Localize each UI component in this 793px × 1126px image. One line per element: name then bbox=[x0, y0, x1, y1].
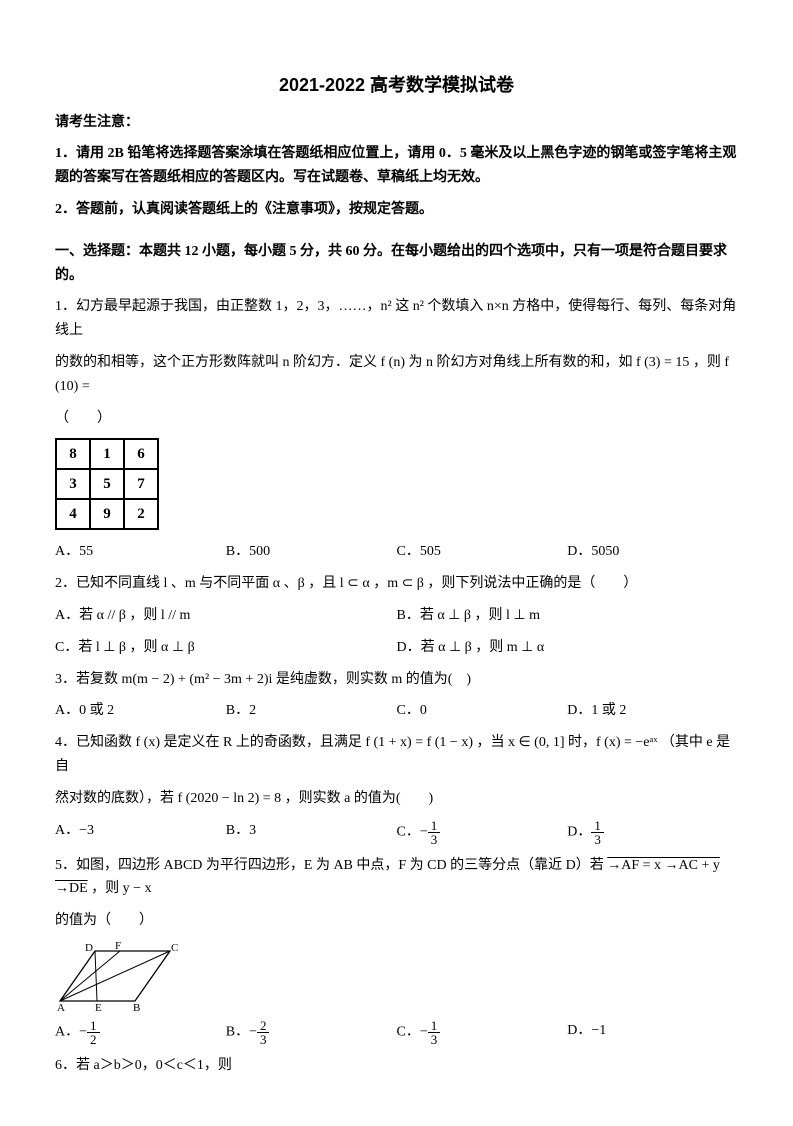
notice-line-2: 2．答题前，认真阅读答题纸上的《注意事项》，按规定答题。 bbox=[55, 198, 738, 222]
q5-opt-a-pre: A．− bbox=[55, 1025, 87, 1040]
q4-opt-c: C．−13 bbox=[397, 819, 568, 846]
q3-opt-c: C．0 bbox=[397, 699, 568, 723]
notice-line-1: 1．请用 2B 铅笔将选择题答案涂填在答题纸相应位置上，请用 0．5 毫米及以上… bbox=[55, 142, 738, 190]
q4-opt-d-pre: D． bbox=[567, 824, 591, 839]
section-1-heading: 一、选择题：本题共 12 小题，每小题 5 分，共 60 分。在每小题给出的四个… bbox=[55, 240, 738, 288]
q4-stem-1: 4．已知函数 f (x) 是定义在 R 上的奇函数，且满足 f (1 + x) … bbox=[55, 731, 738, 779]
q5-opt-a: A．−12 bbox=[55, 1019, 226, 1046]
q1-opt-c: C．505 bbox=[397, 540, 568, 564]
q5-options: A．−12 B．−23 C．−13 D．−1 bbox=[55, 1019, 738, 1046]
q2-opt-c: C．若 l ⊥ β ，则 α ⊥ β bbox=[55, 636, 397, 660]
q1-options: A．55 B．500 C．505 D．5050 bbox=[55, 540, 738, 564]
q4-opt-a: A．−3 bbox=[55, 819, 226, 846]
q4-options: A．−3 B．3 C．−13 D．13 bbox=[55, 819, 738, 846]
fraction-icon: 12 bbox=[87, 1019, 100, 1046]
q5-opt-b-pre: B．− bbox=[226, 1025, 257, 1040]
frac-num: 1 bbox=[591, 819, 604, 833]
q1-stem-2: 的数的和相等，这个正方形数阵就叫 n 阶幻方．定义 f (n) 为 n 阶幻方对… bbox=[55, 351, 738, 399]
q5-opt-c: C．−13 bbox=[397, 1019, 568, 1046]
frac-num: 1 bbox=[428, 1019, 441, 1033]
q6-stem: 6．若 a＞b＞0，0＜c＜1，则 bbox=[55, 1054, 738, 1078]
q1-stem-1: 1．幻方最早起源于我国，由正整数 1，2，3，……，n² 这 n² 个数填入 n… bbox=[55, 295, 738, 343]
q5-stem-1: 5．如图，四边形 ABCD 为平行四边形，E 为 AB 中点，F 为 CD 的三… bbox=[55, 854, 738, 902]
frac-num: 1 bbox=[428, 819, 441, 833]
notice-heading: 请考生注意： bbox=[55, 111, 738, 135]
magic-cell: 1 bbox=[90, 439, 124, 469]
q1-stem-3: （ ） bbox=[55, 407, 738, 431]
figure-label-e: E bbox=[95, 1002, 102, 1011]
q3-opt-a: A．0 或 2 bbox=[55, 699, 226, 723]
figure-label-a: A bbox=[57, 1002, 65, 1011]
q3-opt-b: B．2 bbox=[226, 699, 397, 723]
q1-opt-a: A．55 bbox=[55, 540, 226, 564]
q1-opt-a-text: 55 bbox=[79, 544, 93, 559]
magic-cell: 9 bbox=[90, 499, 124, 529]
frac-den: 3 bbox=[257, 1033, 270, 1046]
fraction-icon: 23 bbox=[257, 1019, 270, 1046]
figure-label-c: C bbox=[171, 942, 178, 954]
q2-options-row2: C．若 l ⊥ β ，则 α ⊥ β D．若 α ⊥ β ，则 m ⊥ α bbox=[55, 636, 738, 660]
magic-cell: 7 bbox=[124, 469, 158, 499]
fraction-icon: 13 bbox=[428, 819, 441, 846]
figure-label-f: F bbox=[115, 941, 121, 952]
q4-opt-c-pre: C．− bbox=[397, 824, 428, 839]
page-title: 2021-2022 高考数学模拟试卷 bbox=[55, 70, 738, 101]
q3-opt-b-text: 2 bbox=[249, 703, 256, 718]
parallelogram-figure: A B C D E F bbox=[55, 941, 185, 1011]
magic-square-table: 8 1 6 3 5 7 4 9 2 bbox=[55, 438, 159, 530]
q3-options: A．0 或 2 B．2 C．0 D．1 或 2 bbox=[55, 699, 738, 723]
q2-opt-d: D．若 α ⊥ β ，则 m ⊥ α bbox=[397, 636, 739, 660]
q4-stem-2: 然对数的底数），若 f (2020 − ln 2) = 8 ，则实数 a 的值为… bbox=[55, 787, 738, 811]
q5-opt-d: D．−1 bbox=[567, 1019, 738, 1046]
q1-opt-c-text: 505 bbox=[420, 544, 441, 559]
frac-den: 3 bbox=[428, 833, 441, 846]
q1-opt-b-text: 500 bbox=[249, 544, 270, 559]
q4-opt-d: D．13 bbox=[567, 819, 738, 846]
frac-num: 1 bbox=[87, 1019, 100, 1033]
magic-cell: 6 bbox=[124, 439, 158, 469]
q5-opt-c-pre: C．− bbox=[397, 1025, 428, 1040]
q3-opt-a-text: 0 或 2 bbox=[79, 703, 114, 718]
q5-stem-part1: 5．如图，四边形 ABCD 为平行四边形，E 为 AB 中点，F 为 CD 的三… bbox=[55, 858, 607, 873]
q3-opt-d-text: 1 或 2 bbox=[591, 703, 626, 718]
frac-den: 3 bbox=[591, 833, 604, 846]
q1-opt-b: B．500 bbox=[226, 540, 397, 564]
q5-opt-b: B．−23 bbox=[226, 1019, 397, 1046]
fraction-icon: 13 bbox=[428, 1019, 441, 1046]
q5-stem-2: 的值为（ ） bbox=[55, 909, 738, 933]
magic-cell: 2 bbox=[124, 499, 158, 529]
magic-cell: 8 bbox=[56, 439, 90, 469]
q2-options-row1: A．若 α // β ，则 l // m B．若 α ⊥ β ，则 l ⊥ m bbox=[55, 604, 738, 628]
q5-stem-part2: ，则 y − x bbox=[88, 881, 152, 896]
q2-opt-b: B．若 α ⊥ β ，则 l ⊥ m bbox=[397, 604, 739, 628]
magic-cell: 3 bbox=[56, 469, 90, 499]
magic-cell: 5 bbox=[90, 469, 124, 499]
figure-label-b: B bbox=[133, 1002, 140, 1011]
exam-page: 2021-2022 高考数学模拟试卷 请考生注意： 1．请用 2B 铅笔将选择题… bbox=[0, 0, 793, 1126]
q2-opt-a: A．若 α // β ，则 l // m bbox=[55, 604, 397, 628]
frac-num: 2 bbox=[257, 1019, 270, 1033]
q3-stem: 3．若复数 m(m − 2) + (m² − 3m + 2)i 是纯虚数，则实数… bbox=[55, 668, 738, 692]
q1-opt-d: D．5050 bbox=[567, 540, 738, 564]
figure-label-d: D bbox=[85, 942, 93, 954]
q3-opt-c-text: 0 bbox=[420, 703, 427, 718]
fraction-icon: 13 bbox=[591, 819, 604, 846]
frac-den: 2 bbox=[87, 1033, 100, 1046]
q3-opt-d: D．1 或 2 bbox=[567, 699, 738, 723]
q2-stem: 2．已知不同直线 l 、m 与不同平面 α 、β ，且 l ⊂ α ，m ⊂ β… bbox=[55, 572, 738, 596]
q1-opt-d-text: 5050 bbox=[591, 544, 619, 559]
magic-cell: 4 bbox=[56, 499, 90, 529]
frac-den: 3 bbox=[428, 1033, 441, 1046]
q4-opt-b: B．3 bbox=[226, 819, 397, 846]
